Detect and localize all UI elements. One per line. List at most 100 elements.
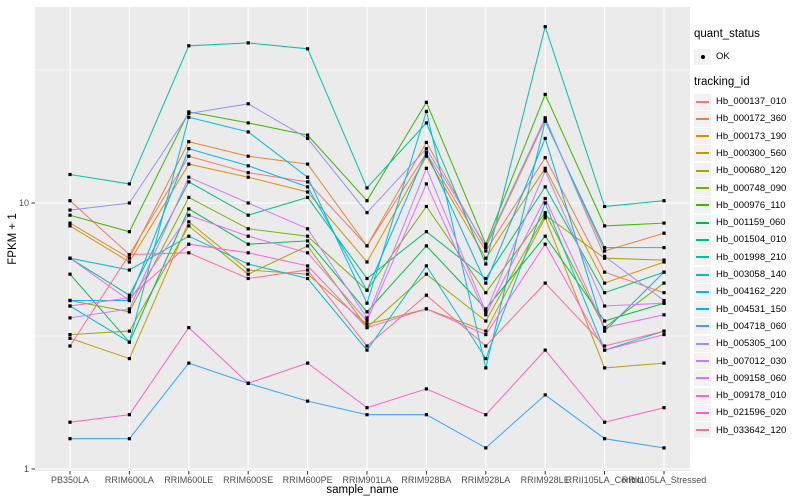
data-point — [603, 254, 607, 258]
legend-item-label: Hb_000680_120 — [716, 165, 787, 177]
series-color-line-icon — [696, 325, 709, 328]
data-point — [603, 326, 607, 330]
data-point — [424, 244, 428, 248]
y-tick-label: 1 — [23, 464, 29, 474]
data-point — [543, 185, 547, 189]
data-point — [424, 182, 428, 186]
data-point — [127, 357, 131, 361]
data-point — [187, 111, 191, 116]
data-point — [424, 150, 428, 154]
x-tick-label: RRII105LA_Control — [565, 475, 644, 485]
data-point — [187, 251, 191, 255]
data-point — [603, 437, 607, 441]
data-point — [306, 251, 310, 255]
data-point — [543, 196, 547, 201]
legend-item-label: OK — [716, 51, 730, 62]
x-tick-label: RRIM600LE — [164, 475, 214, 485]
data-point — [246, 171, 250, 175]
series-color-line-icon — [696, 394, 709, 397]
data-point — [424, 140, 428, 144]
legend-key-box — [694, 404, 711, 421]
data-point — [662, 281, 666, 285]
data-point — [424, 272, 428, 276]
data-point — [484, 357, 488, 361]
data-point — [662, 246, 666, 250]
legend-key-box — [694, 145, 711, 162]
data-point — [365, 310, 369, 314]
data-point — [127, 340, 131, 344]
data-point — [662, 270, 666, 274]
data-point — [484, 366, 488, 370]
data-point — [424, 230, 428, 234]
data-point — [187, 242, 191, 246]
data-point — [484, 244, 488, 248]
series-color-line-icon — [696, 152, 709, 155]
x-tick-label: RRIM928LA — [461, 475, 511, 485]
legend-item-Hb_003058_140: Hb_003058_140 — [694, 266, 786, 283]
data-point — [246, 234, 250, 238]
legend-title-quant-status: quant_status — [694, 28, 760, 40]
series-color-line-icon — [696, 342, 709, 345]
data-point — [68, 213, 72, 217]
legend-key-box — [694, 387, 711, 404]
data-point — [365, 326, 369, 330]
data-point — [127, 296, 131, 300]
data-point — [306, 175, 310, 179]
data-point — [127, 260, 131, 264]
data-point — [306, 264, 310, 268]
data-point — [246, 41, 250, 45]
data-point — [127, 437, 131, 441]
data-point — [127, 201, 131, 205]
data-point — [603, 319, 607, 323]
data-point — [662, 333, 666, 337]
legend-item-Hb_004531_150: Hb_004531_150 — [694, 301, 786, 318]
data-point — [68, 316, 72, 320]
legend-item-Hb_004162_220: Hb_004162_220 — [694, 283, 786, 300]
series-color-line-icon — [696, 135, 709, 138]
legend-item-Hb_000173_190: Hb_000173_190 — [694, 128, 786, 145]
legend-item-Hb_000300_560: Hb_000300_560 — [694, 145, 786, 162]
data-point — [127, 413, 131, 417]
data-point — [603, 256, 607, 260]
data-point — [246, 242, 250, 246]
data-point — [484, 313, 488, 317]
legend-item-label: Hb_001159_060 — [716, 217, 786, 229]
data-point — [603, 304, 607, 308]
data-point — [603, 329, 607, 333]
data-point — [543, 213, 547, 217]
series-color-line-icon — [696, 256, 709, 259]
data-point — [68, 298, 72, 303]
data-point — [603, 224, 607, 228]
legend-item-Hb_000137_010: Hb_000137_010 — [694, 93, 786, 110]
data-point — [543, 211, 547, 215]
data-point — [365, 199, 369, 203]
data-point — [306, 185, 310, 189]
data-point — [246, 251, 250, 255]
legend-item-label: Hb_004162_220 — [716, 286, 787, 298]
legend-item-Hb_000680_120: Hb_000680_120 — [694, 162, 786, 179]
legend-key-box — [694, 266, 711, 283]
data-point — [424, 121, 428, 125]
legend-item-quant-status-ok: OK — [694, 48, 730, 65]
legend-item-Hb_001159_060: Hb_001159_060 — [694, 214, 786, 231]
series-color-line-icon — [696, 377, 709, 380]
legend-key-box — [694, 48, 711, 65]
x-tick-label: RRIM600SE — [223, 475, 274, 485]
data-point — [424, 204, 428, 209]
data-point — [484, 413, 488, 417]
data-point — [424, 109, 428, 113]
data-point — [246, 201, 250, 205]
data-point — [365, 322, 369, 326]
data-point — [424, 147, 428, 151]
y-tick-label: 10 — [18, 198, 29, 208]
data-point — [662, 313, 666, 317]
data-point — [246, 130, 250, 134]
data-point — [127, 230, 131, 234]
data-point — [127, 310, 131, 314]
data-point — [603, 348, 607, 352]
legend-item-Hb_000976_110: Hb_000976_110 — [694, 197, 786, 214]
data-point — [365, 260, 369, 264]
data-point — [246, 227, 250, 231]
